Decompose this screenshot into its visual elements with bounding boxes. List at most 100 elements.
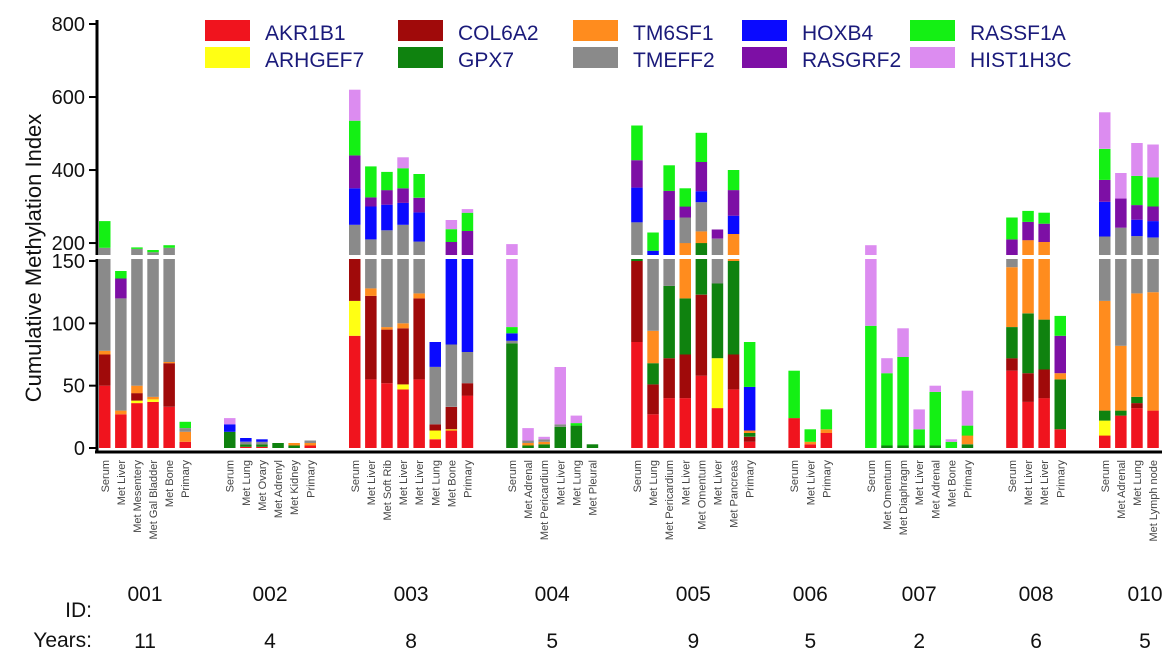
segment-hoxb4 (1147, 221, 1159, 238)
segment-tm6sf1 (147, 396, 159, 400)
bar-002-met-kidney-4 (288, 443, 300, 448)
segment-gpx7 (1022, 313, 1034, 374)
bar-005-met-omentum-4 (695, 132, 708, 448)
segment-rasgrf2 (631, 160, 643, 188)
segment-gpx7 (1038, 319, 1050, 370)
segment-hist1h3c (554, 367, 566, 425)
x-label-005-met-omentum-4: Met Omentum (696, 460, 708, 530)
axis-break-gap (98, 255, 1163, 259)
segment-col6a2 (461, 383, 474, 396)
segment-gpx7 (727, 261, 740, 355)
x-label-010-met-lung-2: Met Lung (1132, 460, 1144, 506)
segment-tm6sf1 (743, 430, 756, 433)
segment-tm6sf1 (99, 350, 111, 355)
segment-tm6sf1 (115, 410, 127, 415)
segment-gpx7 (522, 445, 534, 448)
segment-rassf1a (381, 171, 393, 191)
x-label-003-met-liver-1: Met Liver (366, 460, 378, 506)
segment-tmeff2 (695, 202, 708, 232)
segment-akr1b1 (413, 379, 425, 448)
segment-tm6sf1 (413, 293, 425, 299)
bar-002-met-adrenyl-3 (272, 443, 284, 448)
segment-hoxb4 (256, 439, 268, 442)
bar-006-met-liver-1 (804, 429, 816, 448)
bar-005-serum-0 (631, 125, 643, 448)
segment-rassf1a (131, 247, 143, 249)
bar-008-primary-3 (1054, 315, 1066, 448)
bar-004-met-pleural-5 (586, 444, 599, 448)
bar-007-met-omentum-1 (881, 358, 893, 448)
bar-004-met-liver-3 (554, 367, 566, 448)
segment-col6a2 (1038, 369, 1050, 399)
segment-gpx7 (1131, 396, 1143, 404)
patient-id-007: 007 (902, 583, 937, 606)
segment-hist1h3c (1115, 173, 1127, 199)
segment-tm6sf1 (288, 443, 300, 446)
segment-rassf1a (913, 429, 925, 446)
segment-rassf1a (349, 120, 361, 156)
legend-swatch-gpx7 (398, 47, 443, 68)
legend-label-col6a2: COL6A2 (458, 22, 539, 45)
segment-akr1b1 (820, 433, 833, 448)
segment-gpx7 (1006, 327, 1018, 359)
bar-001-met-gal-bladder-3 (147, 250, 159, 448)
segment-hist1h3c (913, 409, 925, 430)
x-label-003-primary-7: Primary (463, 460, 475, 498)
segment-arhgef7 (131, 400, 143, 404)
legend-label-hist1h3c: HIST1H3C (970, 49, 1072, 72)
x-label-008-met-liver-1: Met Liver (1023, 460, 1035, 506)
segment-hist1h3c (865, 245, 877, 326)
bar-005-met-pericardium-2 (663, 165, 675, 448)
segment-rassf1a (679, 188, 691, 207)
segment-tm6sf1 (1006, 267, 1018, 327)
segment-tm6sf1 (1099, 300, 1111, 411)
segment-gpx7 (538, 444, 550, 448)
segment-tm6sf1 (179, 431, 191, 442)
segment-rassf1a (1054, 315, 1066, 336)
bar-005-met-lung-1 (647, 232, 659, 448)
segment-tm6sf1 (381, 327, 393, 330)
segment-akr1b1 (727, 389, 740, 448)
x-label-003-met-bone-6: Met Bone (446, 460, 458, 507)
segment-gpx7 (743, 433, 756, 437)
segment-akr1b1 (365, 379, 377, 448)
segment-hoxb4 (397, 202, 409, 225)
segment-tm6sf1 (1131, 293, 1143, 397)
segment-akr1b1 (349, 335, 361, 448)
segment-gpx7 (240, 444, 252, 447)
segment-akr1b1 (711, 408, 724, 448)
segment-tm6sf1 (538, 441, 550, 445)
segment-tmeff2 (1099, 236, 1111, 301)
bar-001-primary-5 (179, 421, 191, 448)
segment-hoxb4 (663, 220, 675, 258)
x-label-001-met-mesentery-2: Met Mesentery (132, 460, 144, 533)
x-label-001-met-gal-bladder-3: Met Gal Bladder (148, 460, 160, 540)
legend-label-arhgef7: ARHGEF7 (265, 49, 364, 72)
bar-004-met-pericardium-2 (538, 436, 550, 448)
segment-tmeff2 (1006, 258, 1018, 268)
patient-id-008: 008 (1019, 583, 1054, 606)
segment-tm6sf1 (727, 233, 740, 261)
segment-hoxb4 (743, 386, 756, 431)
segment-rassf1a (445, 229, 458, 242)
segment-tmeff2 (381, 230, 393, 328)
segment-rassf1a (743, 342, 756, 387)
legend-swatch-hist1h3c (910, 47, 955, 68)
segment-rasgrf2 (1131, 205, 1143, 220)
segment-rasgrf2 (1054, 335, 1066, 374)
segment-hoxb4 (695, 191, 708, 203)
segment-akr1b1 (163, 406, 175, 448)
bar-006-primary-2 (820, 409, 833, 448)
bar-004-serum-0 (506, 244, 518, 448)
segment-hoxb4 (727, 215, 740, 234)
x-label-008-primary-3: Primary (1055, 460, 1067, 498)
y-tick-label-200: 200 (52, 233, 85, 255)
segment-rassf1a (147, 250, 159, 253)
patient-id-003: 003 (394, 583, 429, 606)
segment-rassf1a (961, 425, 974, 436)
segment-arhgef7 (445, 429, 458, 431)
segment-rassf1a (99, 221, 111, 248)
legend-label-akr1b1: AKR1B1 (265, 22, 346, 45)
x-label-007-met-bone-5: Met Bone (946, 460, 958, 507)
segment-gpx7 (913, 445, 925, 448)
